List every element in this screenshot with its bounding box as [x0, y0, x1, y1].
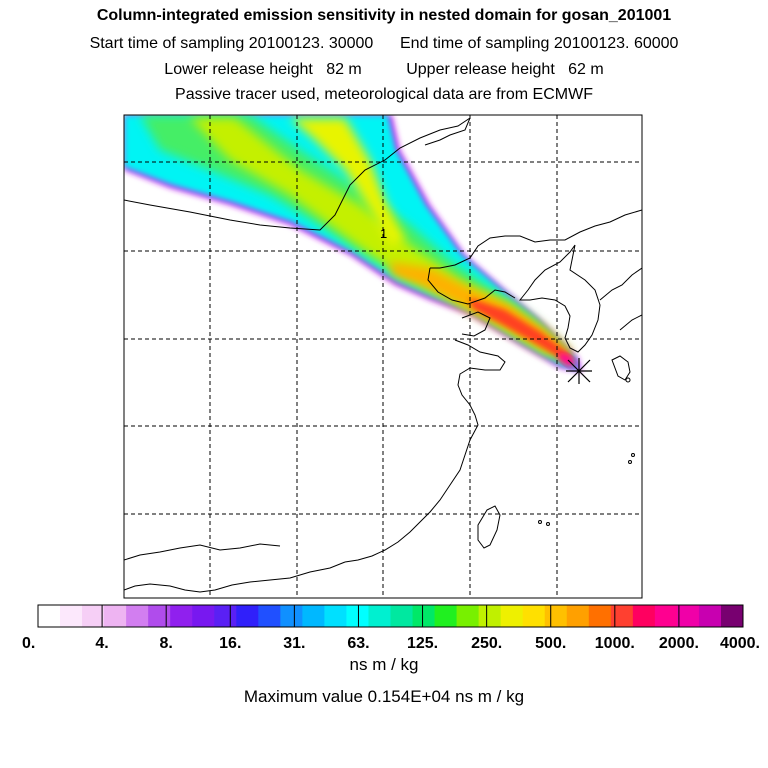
chart-subtitle: Passive tracer used, meteorological data…	[175, 86, 593, 103]
colorbar-cell	[104, 605, 127, 627]
colorbar-cell	[412, 605, 436, 627]
colorbar-cell	[698, 605, 722, 627]
colorbar-cells	[37, 604, 744, 628]
liaodong	[427, 267, 516, 305]
colorbar-cell	[170, 605, 193, 627]
end-label: End time of sampling	[400, 35, 550, 52]
colorbar-tick-label: 8.	[160, 635, 173, 652]
island-3	[628, 460, 632, 464]
plume-red	[470, 298, 572, 364]
border-east	[430, 209, 642, 269]
upper-label: Upper release height	[406, 61, 555, 78]
colorbar-cell	[82, 605, 105, 627]
maximum-number: 0.154E+04	[367, 687, 451, 706]
colorbar-cell	[38, 605, 61, 627]
colorbar-cell	[434, 605, 458, 627]
colorbar-cell	[610, 605, 634, 627]
island-4	[538, 520, 542, 524]
colorbar-cell	[258, 605, 281, 627]
colorbar-cell	[368, 605, 391, 627]
colorbar-cell	[676, 605, 700, 627]
colorbar-tick-label: 63.	[347, 635, 369, 652]
colorbar-tick-label: 125.	[407, 635, 438, 652]
coast-south	[124, 561, 346, 593]
map-label-1: 1	[380, 226, 387, 241]
colorbar-tick-label: 16.	[219, 635, 241, 652]
colorbar-tick-label: 2000.	[659, 635, 699, 652]
colorbar-cell	[324, 605, 347, 627]
colorbar-cell	[126, 605, 149, 627]
colorbar-tick-label: 31.	[283, 635, 305, 652]
korea	[518, 244, 601, 353]
colorbar-cell	[390, 605, 414, 627]
start-label: Start time of sampling	[89, 35, 245, 52]
plume-yellow-north	[290, 118, 405, 246]
shandong	[344, 339, 506, 563]
end-value: 20100123. 60000	[553, 35, 679, 52]
colorbar-tick-label: 250.	[471, 635, 502, 652]
colorbar-cell	[148, 605, 171, 627]
maximum-value: Maximum value 0.154E+04 ns m / kg	[0, 687, 768, 707]
colorbar-tick-label: 500.	[535, 635, 566, 652]
colorbar-cell	[720, 605, 744, 627]
kyushu	[611, 355, 631, 381]
island-5	[546, 522, 550, 526]
upper-value: 62 m	[568, 61, 604, 78]
border-ne	[424, 117, 471, 146]
colorbar-units: ns m / kg	[349, 655, 419, 674]
lower-label: Lower release height	[164, 61, 313, 78]
maximum-label: Maximum value	[243, 687, 363, 706]
colorbar-cell	[236, 605, 259, 627]
colorbar-cell	[302, 605, 325, 627]
colorbar-tick-label: 4000.	[720, 635, 760, 652]
colorbar-frame	[37, 604, 744, 628]
bohai	[461, 311, 491, 337]
colorbar-cell	[522, 605, 546, 627]
coastlines	[124, 117, 642, 593]
colorbar-cell	[500, 605, 524, 627]
colorbar-tick-label: 1000.	[595, 635, 635, 652]
border-north	[124, 117, 471, 231]
japan-sea	[619, 314, 642, 331]
colorbar-cell	[192, 605, 215, 627]
colorbar-cell	[456, 605, 480, 627]
colorbar-labels: 0. 4. 8. 16. 31. 63. 125. 250. 500. 1000. 2000. 400…	[22, 635, 760, 652]
colorbar-cell	[478, 605, 502, 627]
island-1	[625, 377, 631, 383]
colorbar-tick-label: 0.	[22, 635, 35, 652]
lower-value: 82 m	[326, 61, 362, 78]
island-2	[631, 453, 635, 457]
maximum-units: ns m / kg	[455, 687, 525, 706]
release-heights: Lower release height 82 m Upper release …	[0, 61, 768, 79]
sampling-times: Start time of sampling 20100123. 30000 E…	[0, 35, 768, 53]
chart-title: Column-integrated emission sensitivity i…	[96, 7, 672, 24]
colorbar-tick-label: 4.	[95, 635, 108, 652]
inland-border-south	[124, 543, 281, 561]
colorbar-cell	[544, 605, 568, 627]
graticule	[124, 115, 642, 598]
colorbar-cell	[566, 605, 590, 627]
start-value: 20100123. 30000	[248, 35, 374, 52]
colorbar-cell	[654, 605, 678, 627]
colorbar-cell	[346, 605, 369, 627]
colorbar-cell	[632, 605, 656, 627]
plume-field	[124, 115, 582, 372]
colorbar-cell	[214, 605, 237, 627]
korea-east	[599, 267, 642, 301]
colorbar-cell	[588, 605, 612, 627]
taiwan	[477, 505, 501, 549]
colorbar-cell	[60, 605, 83, 627]
colorbar-cell	[280, 605, 303, 627]
receptor-marker	[566, 358, 592, 384]
